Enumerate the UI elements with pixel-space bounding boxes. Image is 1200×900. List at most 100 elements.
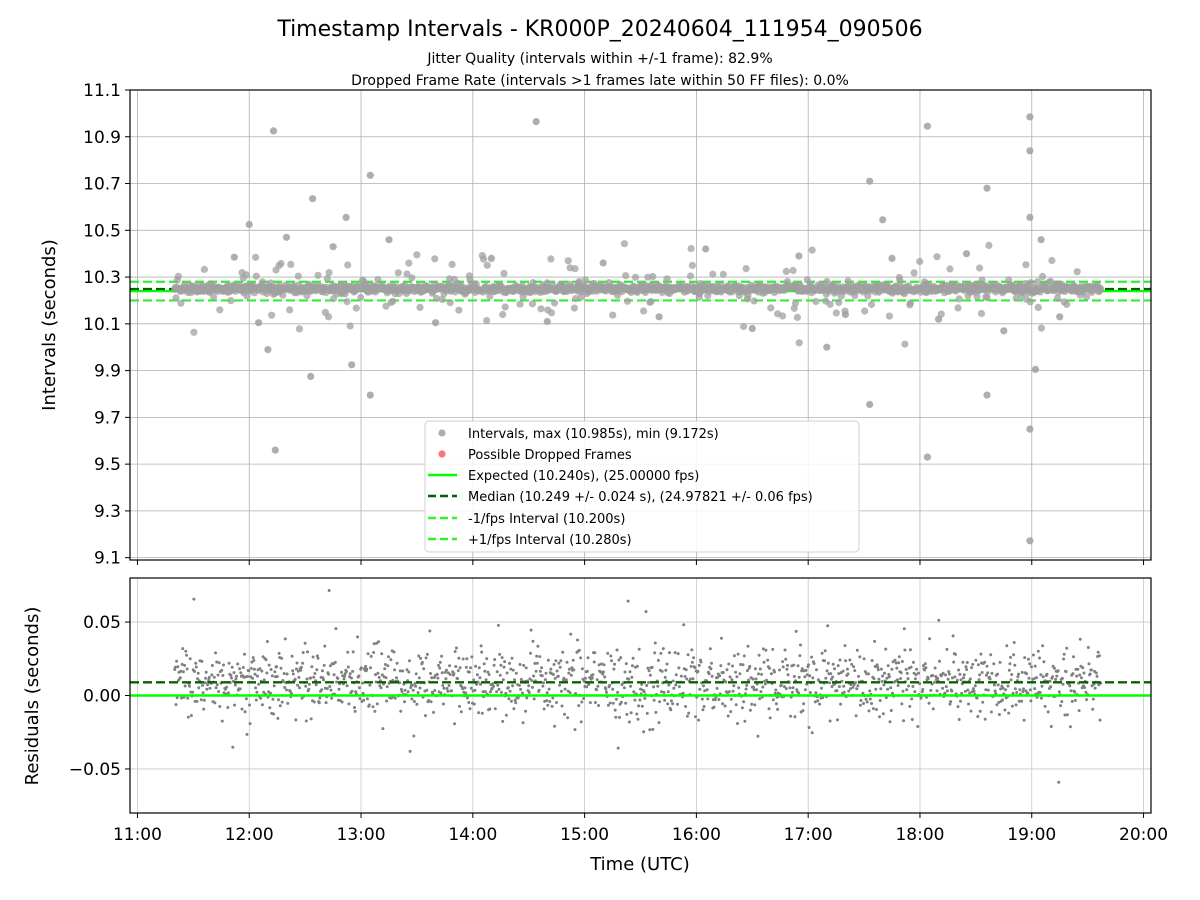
residual-point — [779, 683, 783, 687]
interval-point — [177, 299, 185, 307]
residual-point — [968, 677, 972, 681]
residual-point — [996, 683, 1000, 687]
residual-point — [254, 686, 258, 690]
residual-point — [260, 703, 264, 707]
residual-point — [210, 673, 214, 677]
residual-point — [761, 685, 765, 689]
residual-point — [724, 680, 728, 684]
residual-point — [366, 652, 370, 656]
interval-point — [812, 297, 820, 306]
residual-point — [612, 667, 616, 671]
residual-point — [849, 683, 853, 687]
residual-point — [243, 652, 246, 656]
residual-point — [745, 683, 749, 687]
residual-point — [522, 663, 526, 667]
interval-point — [901, 340, 909, 348]
residual-point — [413, 681, 417, 685]
residual-point — [184, 649, 188, 653]
residual-point — [886, 687, 890, 691]
interval-point — [389, 297, 397, 305]
residual-point — [624, 701, 628, 705]
intervals-legend: Intervals, max (10.985s), min (9.172s) P… — [424, 420, 860, 553]
residual-point — [665, 662, 669, 666]
residual-point — [422, 667, 426, 671]
interval-outlier-point — [269, 127, 278, 135]
residual-point — [1008, 662, 1012, 666]
residual-point — [479, 644, 483, 648]
residual-point — [646, 666, 650, 670]
residual-point — [549, 667, 553, 671]
residual-point — [214, 651, 217, 655]
residual-point — [748, 664, 752, 668]
residual-point — [486, 670, 490, 674]
residual-point — [566, 716, 570, 720]
residual-point — [304, 684, 308, 688]
residual-point — [514, 671, 518, 675]
residual-point — [481, 690, 485, 694]
residual-point — [1065, 646, 1069, 650]
residual-point — [364, 664, 368, 668]
chart-subtitle-jitter: Jitter Quality (intervals within +/-1 fr… — [426, 51, 772, 67]
residual-point — [500, 690, 503, 694]
residual-point — [315, 654, 319, 658]
interval-point — [547, 255, 555, 263]
residual-point — [1063, 713, 1067, 717]
residual-point — [721, 671, 725, 674]
interval-outlier-point — [923, 453, 932, 461]
intervals-y-tick-label: 10.1 — [83, 315, 121, 335]
residual-point — [674, 683, 678, 687]
residual-point — [340, 700, 344, 704]
residual-point — [973, 684, 977, 688]
residual-point — [173, 665, 177, 669]
residual-point — [835, 689, 839, 693]
residual-point — [305, 677, 309, 681]
legend-label-minus-fps: -1/fps Interval (10.200s) — [468, 512, 625, 527]
interval-point — [200, 265, 208, 273]
residual-point — [1010, 673, 1014, 676]
residual-point — [501, 678, 505, 682]
legend-label-median: Median (10.249 +/- 0.024 s), (24.97821 +… — [468, 490, 813, 505]
residual-point — [343, 672, 347, 676]
interval-outlier-point — [795, 252, 803, 260]
residual-point — [924, 666, 928, 670]
residual-point — [456, 669, 460, 673]
residual-point — [696, 669, 700, 673]
residual-point — [1049, 725, 1053, 728]
residual-point — [472, 702, 476, 706]
residual-point — [692, 656, 696, 660]
residual-point — [535, 661, 539, 665]
interval-point — [823, 277, 831, 286]
residual-point — [710, 674, 714, 678]
residual-point — [175, 696, 179, 700]
residual-point — [572, 668, 576, 672]
residual-point — [831, 675, 835, 679]
residual-point — [480, 711, 484, 715]
residual-point — [203, 681, 207, 685]
interval-point — [408, 274, 416, 282]
residual-point — [631, 656, 635, 660]
residual-point — [674, 673, 678, 677]
residual-point — [810, 731, 814, 735]
residual-point — [645, 711, 649, 715]
residual-point — [205, 687, 209, 691]
residual-point — [227, 661, 231, 665]
residual-point — [745, 669, 749, 673]
residual-point — [296, 683, 300, 687]
residual-point — [469, 666, 473, 670]
residual-point — [690, 660, 694, 664]
residual-point — [194, 661, 198, 665]
residual-point — [435, 672, 439, 676]
residual-point — [496, 683, 500, 687]
residual-point — [921, 664, 925, 668]
residual-point — [524, 666, 528, 670]
residual-point — [535, 654, 539, 658]
residual-point — [218, 705, 222, 708]
residual-point — [401, 669, 405, 673]
interval-point — [499, 310, 507, 319]
residual-point — [685, 714, 689, 718]
residual-point — [238, 667, 242, 671]
residual-point — [1026, 691, 1030, 695]
residual-point — [677, 666, 681, 670]
residual-point — [597, 663, 601, 667]
residual-point — [1073, 690, 1077, 694]
